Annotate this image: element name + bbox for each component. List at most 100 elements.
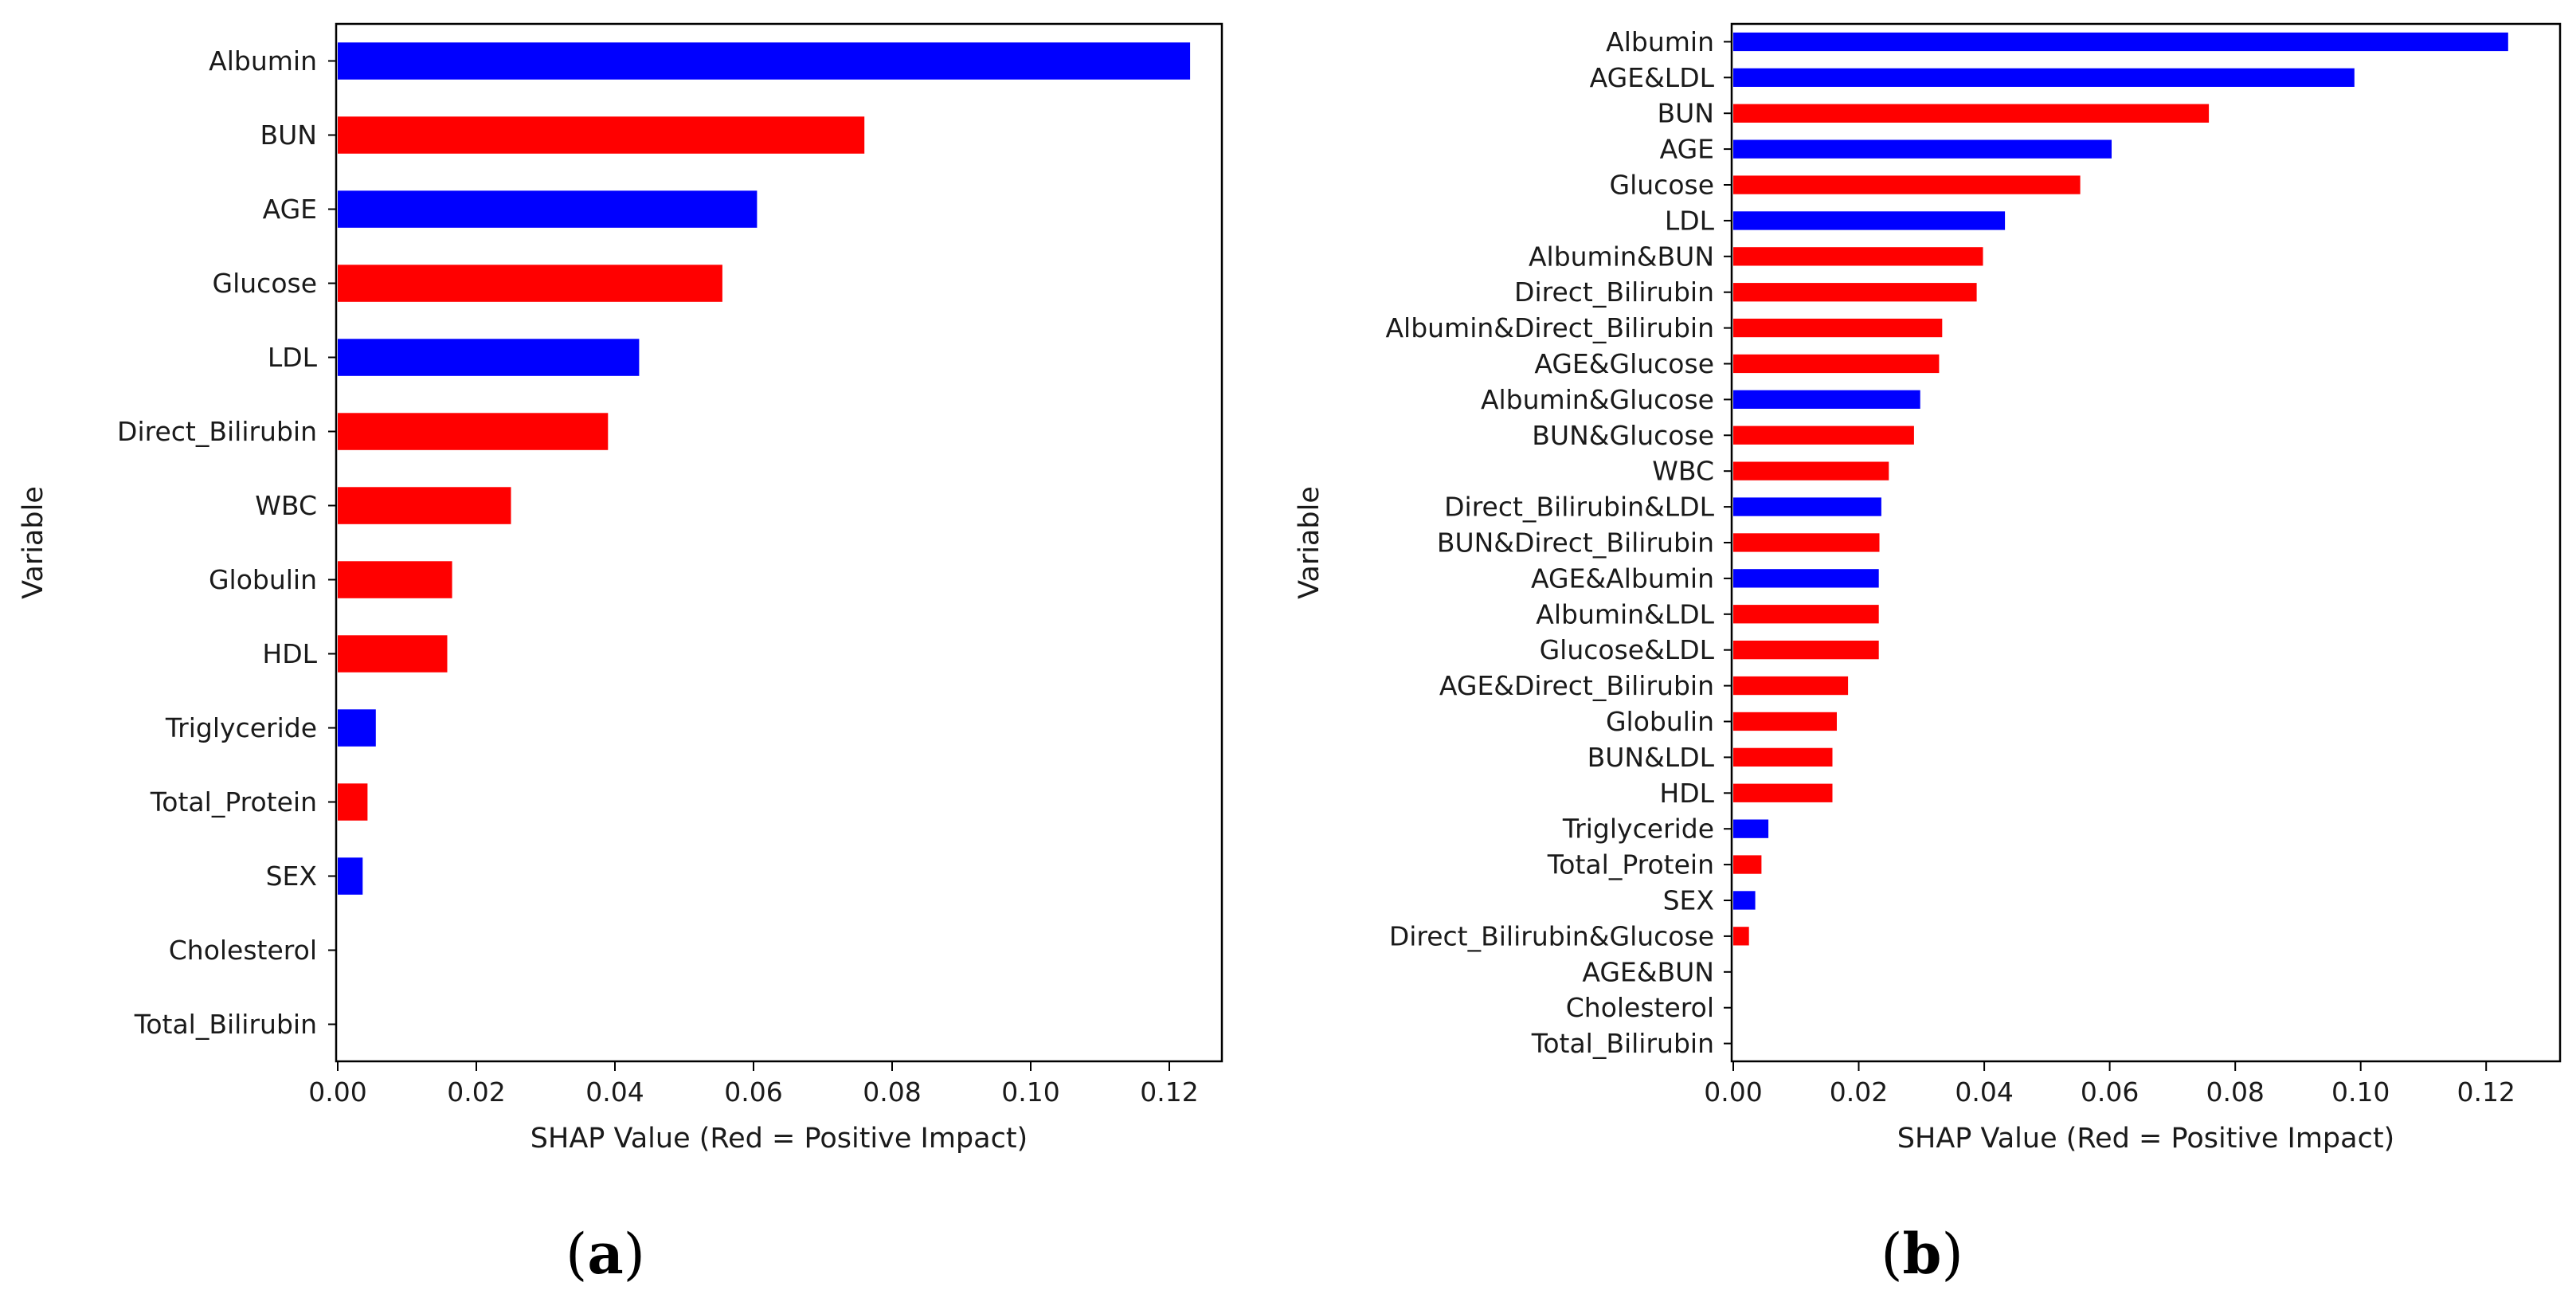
plot-frame-a: [335, 22, 1223, 1063]
x-tick-label: 0.08: [2206, 1076, 2264, 1108]
panel-label-a: (a): [566, 1221, 645, 1287]
chart-panel-a: Albumin BUN AGE Glucose LDL Direct_Bilirubin W…: [18, 22, 1223, 1287]
y-axis-label-a: Variable: [18, 486, 49, 599]
y-tick-label-total-protein: Total_Protein: [1547, 849, 1714, 880]
y-tick-label-direct-bilirubin-and-glucose: Direct_Bilirubin&Glucose: [1389, 920, 1714, 951]
bar-bun-and-direct-bilirubin: [1733, 533, 1880, 552]
y-tick-label-globulin: Globulin: [209, 564, 317, 595]
bar-age-and-glucose: [1733, 354, 1940, 374]
y-tick-label-bun-and-ldl: BUN&LDL: [1587, 742, 1715, 773]
bar-age-and-albumin: [1733, 569, 1879, 588]
y-tick-label-albumin: Albumin: [1606, 26, 1714, 57]
chart-panel-b: Albumin AGE&LDL BUN AGE Glucose LDL Albumin&BU…: [1294, 22, 2562, 1287]
y-tick-label-cholesterol: Cholesterol: [169, 935, 317, 966]
y-tick-label-wbc: WBC: [1652, 456, 1714, 487]
bar-direct-bilirubin: [338, 413, 609, 450]
bar-bun-and-ldl: [1733, 747, 1833, 767]
x-tick-label: 0.02: [447, 1076, 505, 1108]
y-tick-label-globulin: Globulin: [1606, 706, 1714, 737]
y-tick-label-hdl: HDL: [262, 638, 317, 669]
bar-albumin: [338, 42, 1191, 80]
bar-direct-bilirubin-and-glucose: [1733, 927, 1749, 946]
y-tick-label-age: AGE: [1660, 134, 1714, 165]
bar-sex: [338, 857, 363, 895]
y-tick-label-hdl: HDL: [1659, 778, 1714, 809]
y-tick-label-albumin-and-glucose: Albumin&Glucose: [1481, 384, 1714, 415]
x-tick-label: 0.06: [724, 1076, 782, 1108]
bar-albumin-and-direct-bilirubin: [1733, 318, 1943, 338]
y-tick-label-total-protein: Total_Protein: [150, 786, 317, 818]
y-tick-label-bun: BUN: [260, 120, 317, 151]
x-tick-label: 0.08: [863, 1076, 921, 1108]
bar-albumin-and-glucose: [1733, 390, 1920, 409]
y-tick-label-age-and-albumin: AGE&Albumin: [1531, 563, 1714, 594]
y-tick-label-glucose: Glucose: [1610, 170, 1714, 201]
x-tick-label: 0.12: [2457, 1076, 2515, 1108]
x-tick-label: 0.00: [1704, 1076, 1762, 1108]
bar-direct-bilirubin: [1733, 283, 1977, 302]
x-tick-label: 0.12: [1140, 1076, 1198, 1108]
y-tick-label-cholesterol: Cholesterol: [1566, 992, 1714, 1023]
y-tick-label-total-bilirubin: Total_Bilirubin: [1531, 1028, 1714, 1059]
x-tick-label: 0.10: [1001, 1076, 1059, 1108]
bar-triglyceride: [338, 709, 376, 747]
bar-series-a: [338, 42, 1191, 895]
bar-sex: [1733, 891, 1756, 910]
bar-direct-bilirubin-and-ldl: [1733, 497, 1881, 516]
y-tick-label-age-and-ldl: AGE&LDL: [1590, 62, 1715, 93]
bar-age-and-ldl: [1733, 68, 2355, 87]
y-axis-a: Albumin BUN AGE Glucose LDL Direct_Bilirubin W…: [117, 45, 336, 1040]
bar-glucose: [338, 265, 722, 302]
bar-age: [1733, 139, 2112, 159]
x-tick-label: 0.10: [2331, 1076, 2390, 1108]
y-tick-label-bun: BUN: [1658, 98, 1714, 129]
bar-albumin-and-bun: [1733, 247, 1983, 266]
bar-hdl: [338, 635, 448, 672]
x-axis-a: 0.00 0.02 0.04 0.06 0.08 0.10 0.12: [308, 1061, 1199, 1108]
y-tick-label-glucose: Glucose: [213, 268, 317, 299]
x-tick-label: 0.02: [1830, 1076, 1888, 1108]
bar-glucose: [1733, 175, 2081, 194]
bar-total-protein: [1733, 855, 1762, 874]
bar-wbc: [338, 487, 511, 524]
y-tick-label-triglyceride: Triglyceride: [1562, 814, 1714, 845]
bar-bun: [1733, 104, 2210, 123]
bar-triglyceride: [1733, 819, 1769, 838]
x-axis-label-a: SHAP Value (Red = Positive Impact): [530, 1123, 1028, 1155]
bar-total-protein: [338, 783, 368, 821]
y-tick-label-triglyceride: Triglyceride: [165, 712, 317, 743]
y-tick-label-bun-and-glucose: BUN&Glucose: [1532, 420, 1714, 451]
y-tick-label-age-and-glucose: AGE&Glucose: [1534, 348, 1714, 379]
y-tick-label-glucose-and-ldl: Glucose&LDL: [1540, 634, 1715, 665]
bar-bun-and-glucose: [1733, 425, 1914, 445]
x-tick-label: 0.06: [2081, 1076, 2139, 1108]
x-axis-b: 0.00 0.02 0.04 0.06 0.08 0.10 0.12: [1704, 1061, 2515, 1108]
bar-albumin-and-ldl: [1733, 605, 1879, 624]
bar-globulin: [338, 561, 452, 598]
y-tick-label-ldl: LDL: [1665, 205, 1715, 236]
y-tick-label-direct-bilirubin-and-ldl: Direct_Bilirubin&LDL: [1444, 492, 1714, 523]
x-tick-label: 0.00: [308, 1076, 366, 1108]
y-tick-label-age-and-direct-bilirubin: AGE&Direct_Bilirubin: [1439, 670, 1714, 701]
bar-glucose-and-ldl: [1733, 641, 1879, 660]
y-tick-label-direct-bilirubin: Direct_Bilirubin: [1514, 276, 1714, 308]
y-tick-label-albumin: Albumin: [209, 45, 317, 76]
y-tick-label-age-and-bun: AGE&BUN: [1582, 956, 1714, 987]
y-tick-label-albumin-and-bun: Albumin&BUN: [1529, 241, 1714, 272]
bar-hdl: [1733, 783, 1833, 802]
bar-ldl: [338, 339, 640, 376]
bar-globulin: [1733, 712, 1837, 731]
bar-bun: [338, 116, 865, 154]
bar-wbc: [1733, 461, 1889, 480]
bar-series-b: [1733, 32, 2508, 946]
y-tick-label-age: AGE: [263, 194, 317, 225]
x-tick-label: 0.04: [585, 1076, 644, 1108]
x-axis-label-b: SHAP Value (Red = Positive Impact): [1897, 1123, 2394, 1155]
x-tick-label: 0.04: [1955, 1076, 2013, 1108]
y-axis-b: Albumin AGE&LDL BUN AGE Glucose LDL Albumin&BU…: [1385, 26, 1732, 1059]
y-tick-label-sex: SEX: [266, 861, 317, 892]
y-tick-label-total-bilirubin: Total_Bilirubin: [134, 1009, 317, 1040]
y-tick-label-wbc: WBC: [255, 490, 317, 521]
bar-ldl: [1733, 211, 2006, 230]
